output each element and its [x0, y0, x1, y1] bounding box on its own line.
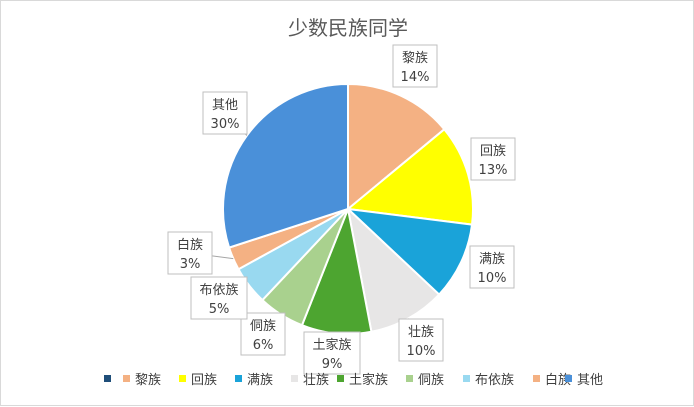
data-label-box-布依族	[190, 276, 248, 320]
data-label-category-回族: 回族	[480, 143, 506, 159]
legend-swatch-黎族	[123, 375, 130, 382]
legend-label-白族: 白族	[545, 372, 571, 388]
legend-swatch-回族	[179, 375, 186, 382]
data-label-box-回族	[470, 137, 516, 181]
legend-swatch-布依族	[463, 375, 470, 382]
pie-slice-其他	[222, 82, 349, 249]
legend-swatch-其他	[565, 375, 572, 382]
legend-swatch-土家族	[337, 375, 344, 382]
pie-slice-满族	[345, 207, 474, 296]
data-label-value-其他: 30%	[211, 117, 240, 132]
data-label-category-布依族: 布依族	[199, 282, 238, 298]
pie-slice-壮族	[346, 206, 441, 333]
chart-title: 少数民族同学	[288, 16, 408, 40]
data-label-value-黎族: 14%	[401, 70, 430, 85]
legend-swatch-侗族	[406, 375, 413, 382]
legend-label-回族: 回族	[191, 372, 217, 388]
data-label-value-土家族: 9%	[322, 357, 343, 372]
data-label-box-黎族	[392, 44, 438, 88]
data-label-value-侗族: 6%	[253, 338, 274, 353]
legend-swatch-白族	[533, 375, 540, 382]
data-label-box-侗族	[240, 312, 286, 356]
data-label-value-满族: 10%	[478, 271, 507, 286]
legend-label-满族: 满族	[247, 372, 273, 388]
data-label-box-其他	[202, 91, 248, 135]
data-label-value-回族: 13%	[479, 163, 508, 178]
pie-slices	[222, 82, 474, 335]
data-label-value-壮族: 10%	[407, 344, 436, 359]
legend-label-黎族: 黎族	[135, 372, 161, 388]
legend-swatch-满族	[235, 375, 242, 382]
legend-label-侗族: 侗族	[418, 372, 444, 388]
pie-slice-回族	[345, 127, 474, 226]
data-label-box-壮族	[398, 318, 444, 362]
data-label-box-土家族	[303, 331, 361, 375]
data-label-value-白族: 3%	[180, 257, 201, 272]
data-label-category-白族: 白族	[177, 237, 203, 253]
legend-label-土家族: 土家族	[349, 372, 388, 388]
data-label-category-其他: 其他	[212, 98, 238, 113]
legend-swatch-壮族	[291, 375, 298, 382]
legend-label-壮族: 壮族	[303, 372, 329, 388]
legend-label-其他: 其他	[577, 373, 603, 388]
data-labels: 黎族 14% 回族 13% 满族 10% 壮族 10% 土家族 9% 侗族 6% 布依族 5% 白族 3% 其他…	[167, 44, 516, 375]
data-label-category-满族: 满族	[479, 251, 505, 267]
data-label-value-布依族: 5%	[209, 302, 230, 317]
pie-slice-黎族	[347, 82, 446, 212]
data-label-category-侗族: 侗族	[250, 318, 276, 334]
data-label-category-黎族: 黎族	[402, 50, 428, 66]
data-label-box-满族	[469, 245, 515, 289]
data-label-category-壮族: 壮族	[408, 324, 434, 340]
legend-swatch-blank	[104, 375, 111, 382]
data-label-category-土家族: 土家族	[312, 337, 351, 353]
legend: 黎族 回族 满族 壮族 土家族 侗族 布依族 白族 其他	[104, 372, 603, 388]
legend-label-布依族: 布依族	[475, 372, 514, 388]
data-label-box-白族	[167, 231, 213, 275]
